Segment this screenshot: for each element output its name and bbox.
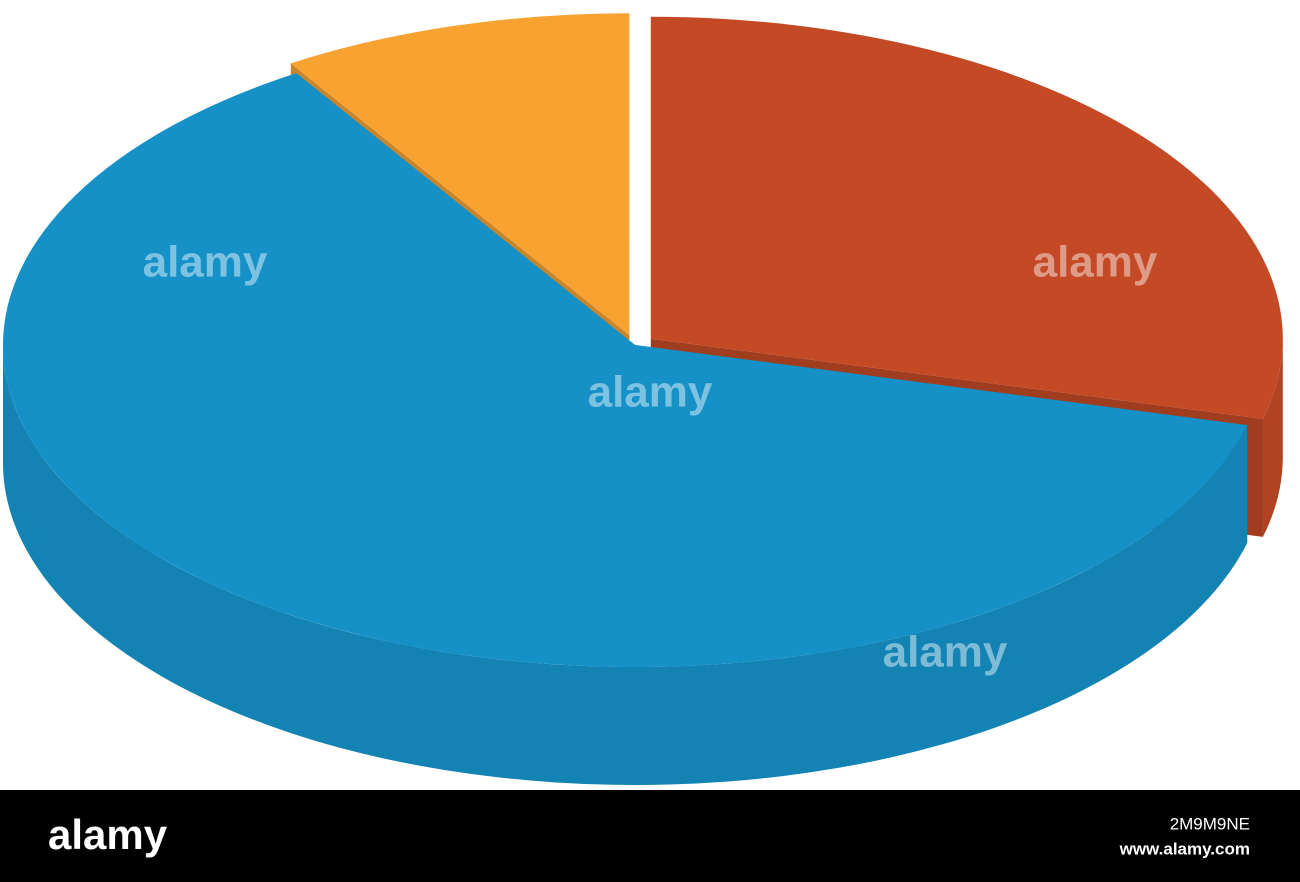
- slice-side: [1262, 338, 1283, 537]
- watermark: alamy: [143, 238, 268, 287]
- watermarks: alamy alamy alamy alamy: [143, 238, 1158, 677]
- footer-logo: alamy: [48, 811, 168, 858]
- watermark: alamy: [1033, 238, 1158, 287]
- slice: [290, 13, 630, 336]
- footer-bar: [0, 790, 1300, 882]
- slice: [2, 73, 1248, 667]
- footer-url: www.alamy.com: [1119, 839, 1250, 858]
- image-id: 2M9M9NE: [1170, 814, 1250, 833]
- slice: [650, 16, 1283, 419]
- watermark: alamy: [883, 628, 1008, 677]
- pie: [2, 13, 1283, 786]
- slice-side: [3, 345, 1248, 786]
- watermark: alamy: [588, 368, 713, 417]
